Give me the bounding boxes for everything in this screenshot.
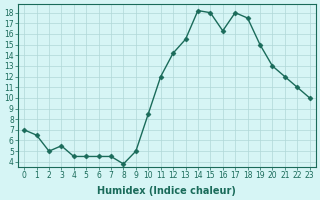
X-axis label: Humidex (Indice chaleur): Humidex (Indice chaleur) [98,186,236,196]
